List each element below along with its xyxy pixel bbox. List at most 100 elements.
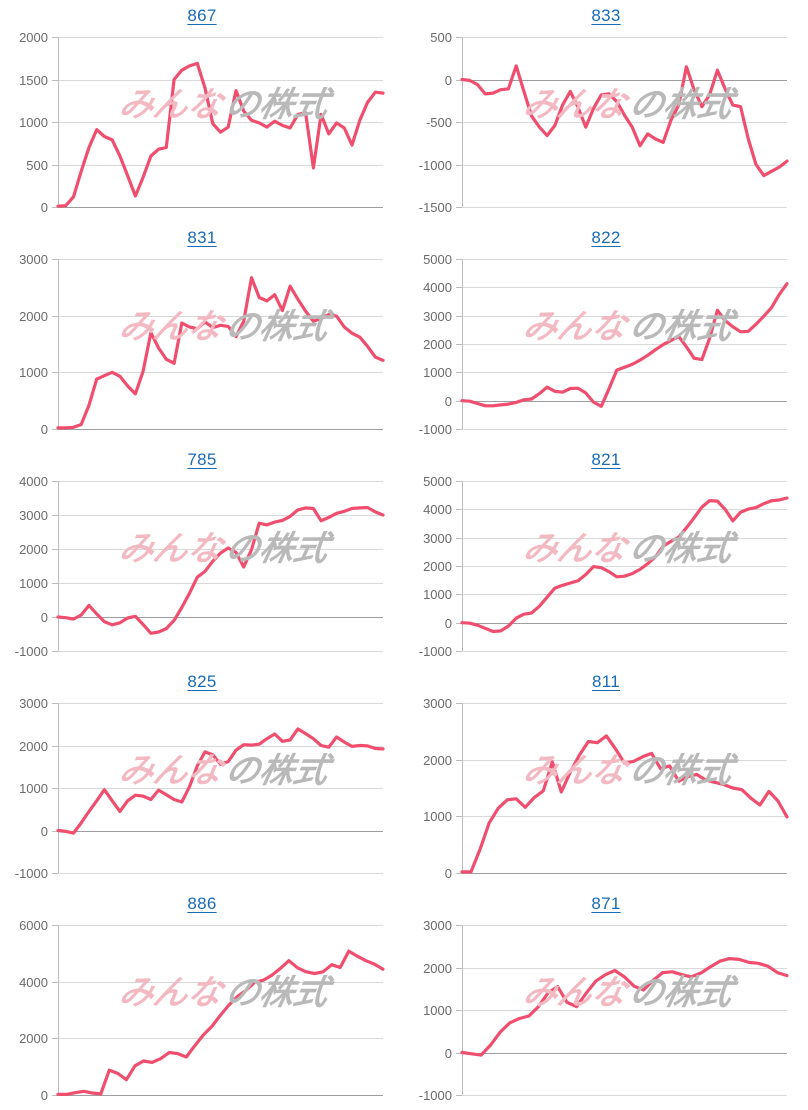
y-axis-tick-label: 0 — [445, 394, 452, 409]
y-axis-tick-label: 0 — [41, 200, 48, 215]
y-axis-tick-label: 3000 — [423, 309, 452, 324]
y-axis-tick-label: -1000 — [419, 644, 452, 659]
y-axis-tick-label: -500 — [426, 115, 452, 130]
y-axis-tick-label: 0 — [445, 1046, 452, 1061]
plot-area: -1000 0 1000 2000 3000 — [0, 666, 404, 888]
data-series-line — [56, 505, 385, 635]
y-axis-tick-label: 6000 — [19, 918, 48, 933]
line-chart-svg: -1000 0 1000 2000 3000 4000 5000 — [419, 474, 789, 659]
chart-panel: 831 0 1000 2000 3000 みんな の株式 — [0, 222, 404, 444]
chart-panel: 833 -1500 -1000 -500 0 500 みんな の株式 — [404, 0, 808, 222]
y-axis-tick-label: 5000 — [423, 474, 452, 489]
y-axis-tick-label: 2000 — [19, 542, 48, 557]
chart-title-link[interactable]: 871 — [591, 894, 621, 913]
y-axis-tick-label: 0 — [445, 73, 452, 88]
chart-title-link[interactable]: 821 — [591, 450, 621, 469]
plot-area: 0 2000 4000 6000 — [0, 888, 404, 1110]
y-axis-tick-label: 1000 — [423, 1003, 452, 1018]
line-chart-svg: 0 1000 2000 3000 — [19, 252, 385, 437]
chart-title-link[interactable]: 811 — [591, 672, 620, 691]
chart-panel: 867 0 500 1000 1500 2000 みんな の株式 — [0, 0, 404, 222]
plot-area: -1000 0 1000 2000 3000 4000 5000 — [404, 444, 808, 666]
line-chart-svg: -1000 0 1000 2000 3000 4000 — [15, 474, 385, 659]
y-axis-tick-label: 1000 — [19, 115, 48, 130]
y-axis-tick-label: 3000 — [19, 508, 48, 523]
y-axis-tick-label: 2000 — [19, 309, 48, 324]
y-axis-tick-label: 3000 — [423, 531, 452, 546]
data-series-line — [460, 956, 789, 1057]
y-axis-tick-label: -1000 — [419, 422, 452, 437]
line-chart-svg: 0 1000 2000 3000 — [423, 696, 789, 881]
y-axis-tick-label: 0 — [41, 824, 48, 839]
y-axis-tick-label: 4000 — [423, 280, 452, 295]
line-chart-svg: -1000 0 1000 2000 3000 — [419, 918, 789, 1103]
y-axis-tick-label: 2000 — [423, 753, 452, 768]
y-axis-tick-label: 4000 — [19, 474, 48, 489]
chart-title-link[interactable]: 833 — [591, 6, 621, 25]
y-axis-tick-label: 2000 — [423, 961, 452, 976]
y-axis-tick-label: -1000 — [15, 644, 48, 659]
data-series-line — [56, 949, 385, 1096]
data-series-line — [56, 61, 385, 208]
chart-title-link[interactable]: 867 — [187, 6, 217, 25]
chart-panel: 821 -1000 0 1000 2000 3000 4000 5000 みんな の株式 — [404, 444, 808, 666]
y-axis-tick-label: 2000 — [19, 1031, 48, 1046]
y-axis-tick-label: 0 — [445, 866, 452, 881]
y-axis-tick-label: 2000 — [19, 739, 48, 754]
line-chart-svg: 0 2000 4000 6000 — [19, 918, 385, 1103]
chart-title-link[interactable]: 825 — [187, 672, 217, 691]
data-series-line — [460, 496, 789, 634]
line-chart-svg: -1000 0 1000 2000 3000 — [15, 696, 385, 881]
y-axis-tick-label: 0 — [41, 1088, 48, 1103]
y-axis-tick-label: -1500 — [419, 200, 452, 215]
y-axis-tick-label: 1000 — [423, 809, 452, 824]
plot-area: 0 1000 2000 3000 — [0, 222, 404, 444]
y-axis-tick-label: 0 — [41, 610, 48, 625]
data-series-line — [56, 727, 385, 835]
y-axis-tick-label: 1000 — [19, 576, 48, 591]
y-axis-tick-label: 1500 — [19, 73, 48, 88]
y-axis-tick-label: 0 — [445, 616, 452, 631]
chart-panel: 822 -1000 0 1000 2000 3000 4000 5000 みんな の株式 — [404, 222, 808, 444]
y-axis-tick-label: 1000 — [19, 781, 48, 796]
y-axis-tick-label: 3000 — [19, 252, 48, 267]
y-axis-tick-label: -1000 — [15, 866, 48, 881]
y-axis-tick-label: 1000 — [19, 365, 48, 380]
line-chart-svg: -1000 0 1000 2000 3000 4000 5000 — [419, 252, 789, 437]
plot-area: -1000 0 1000 2000 3000 4000 5000 — [404, 222, 808, 444]
y-axis-tick-label: -1000 — [419, 158, 452, 173]
plot-area: -1000 0 1000 2000 3000 — [404, 888, 808, 1110]
y-axis-tick-label: -1000 — [419, 1088, 452, 1103]
y-axis-tick-label: 2000 — [19, 30, 48, 45]
data-series-line — [460, 734, 789, 874]
chart-title-link[interactable]: 886 — [187, 894, 217, 913]
plot-area: 0 1000 2000 3000 — [404, 666, 808, 888]
y-axis-tick-label: 3000 — [423, 918, 452, 933]
chart-title-link[interactable]: 831 — [187, 228, 217, 247]
y-axis-tick-label: 1000 — [423, 365, 452, 380]
data-series-line — [460, 64, 789, 178]
y-axis-tick-label: 3000 — [423, 696, 452, 711]
y-axis-tick-label: 2000 — [423, 559, 452, 574]
y-axis-tick-label: 2000 — [423, 337, 452, 352]
chart-panel: 825 -1000 0 1000 2000 3000 みんな の株式 — [0, 666, 404, 888]
y-axis-tick-label: 1000 — [423, 587, 452, 602]
chart-panel: 886 0 2000 4000 6000 みんな の株式 — [0, 888, 404, 1110]
plot-area: -1500 -1000 -500 0 500 — [404, 0, 808, 222]
y-axis-tick-label: 4000 — [423, 502, 452, 517]
chart-title-link[interactable]: 822 — [591, 228, 621, 247]
y-axis-tick-label: 500 — [26, 158, 48, 173]
chart-panel: 811 0 1000 2000 3000 みんな の株式 — [404, 666, 808, 888]
chart-title-link[interactable]: 785 — [187, 450, 217, 469]
line-chart-svg: -1500 -1000 -500 0 500 — [419, 30, 789, 215]
data-series-line — [56, 276, 385, 430]
y-axis-tick-label: 4000 — [19, 975, 48, 990]
chart-panel: 785 -1000 0 1000 2000 3000 4000 みんな の株式 — [0, 444, 404, 666]
plot-area: -1000 0 1000 2000 3000 4000 — [0, 444, 404, 666]
y-axis-tick-label: 0 — [41, 422, 48, 437]
y-axis-tick-label: 3000 — [19, 696, 48, 711]
y-axis-tick-label: 500 — [430, 30, 452, 45]
chart-panel: 871 -1000 0 1000 2000 3000 みんな の株式 — [404, 888, 808, 1110]
data-series-line — [460, 282, 789, 408]
